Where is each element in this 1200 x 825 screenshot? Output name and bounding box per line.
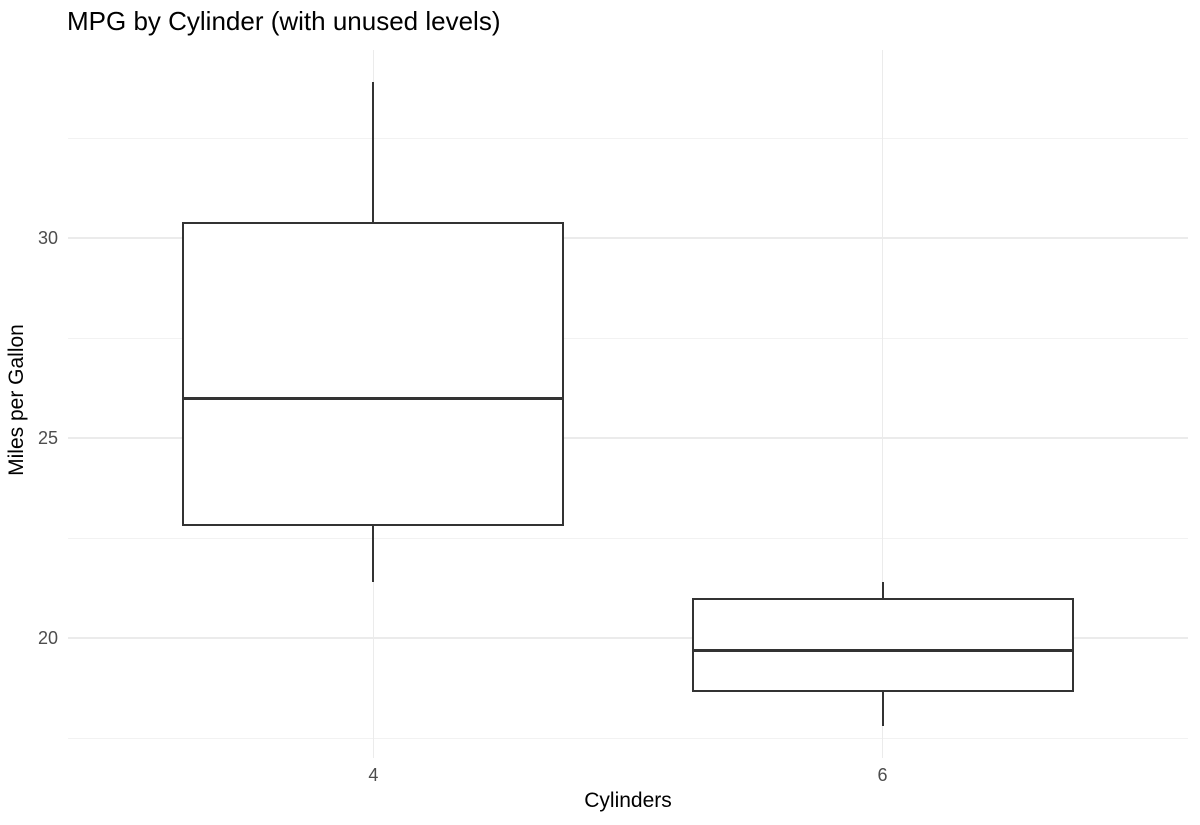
chart-title: MPG by Cylinder (with unused levels) xyxy=(67,6,501,36)
y-minor-gridline xyxy=(68,137,1188,139)
y-major-gridline xyxy=(68,437,1188,439)
lower-whisker xyxy=(881,692,884,726)
x-tick-label: 6 xyxy=(877,765,888,785)
x-tick-label: 4 xyxy=(368,765,379,785)
y-tick-label: 25 xyxy=(37,428,58,448)
y-minor-gridline xyxy=(68,537,1188,539)
upper-whisker xyxy=(881,582,884,598)
upper-whisker xyxy=(372,82,375,222)
y-axis-title: Miles per Gallon xyxy=(5,324,28,476)
lower-whisker xyxy=(372,526,375,582)
iqr-box xyxy=(182,222,565,526)
x-axis-title: Cylinders xyxy=(584,789,672,812)
y-tick-label: 20 xyxy=(37,628,58,648)
median-line xyxy=(182,396,565,400)
y-major-gridline xyxy=(68,237,1188,239)
y-major-gridline xyxy=(68,637,1188,639)
plot-panel xyxy=(68,50,1188,758)
y-tick-label: 30 xyxy=(37,228,58,248)
x-major-gridline xyxy=(881,50,884,758)
y-minor-gridline xyxy=(68,737,1188,739)
iqr-box xyxy=(691,598,1074,692)
median-line xyxy=(691,648,1074,652)
y-minor-gridline xyxy=(68,337,1188,339)
